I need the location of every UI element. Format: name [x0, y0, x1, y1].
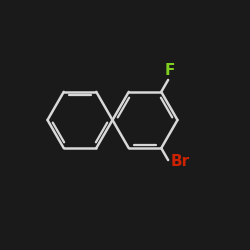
Text: Br: Br	[170, 154, 189, 169]
Text: F: F	[164, 63, 174, 78]
